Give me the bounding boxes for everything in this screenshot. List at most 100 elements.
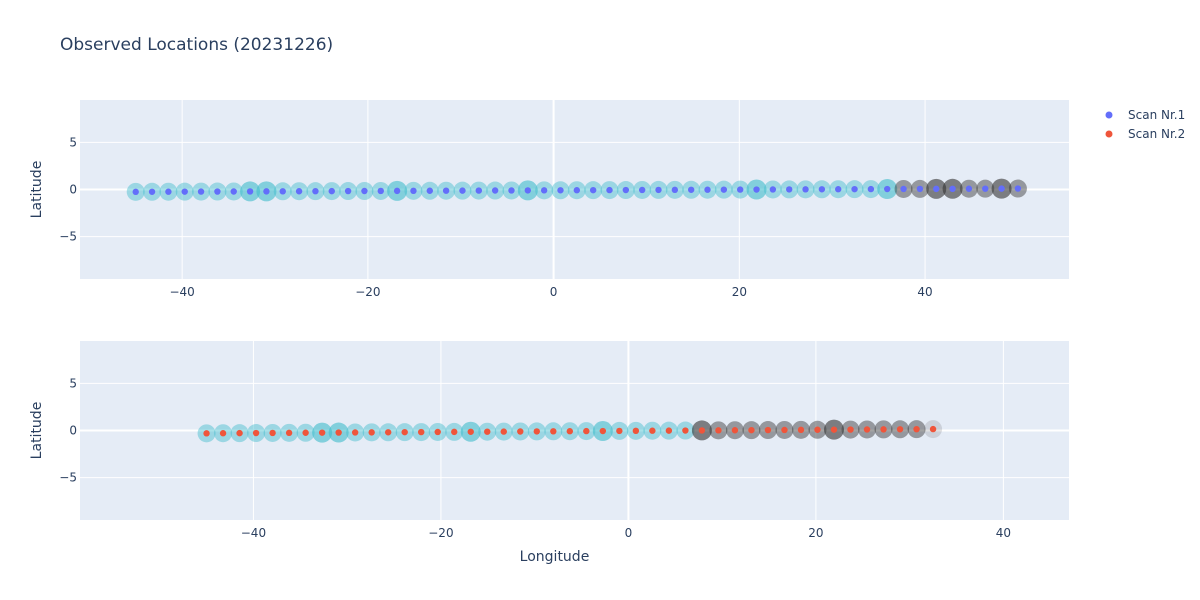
data-point[interactable] <box>933 185 940 193</box>
data-point[interactable] <box>573 187 581 194</box>
data-point[interactable] <box>393 187 401 195</box>
data-point[interactable] <box>863 426 871 433</box>
data-point[interactable] <box>622 186 630 194</box>
data-point[interactable] <box>491 187 499 194</box>
data-point[interactable] <box>632 427 640 435</box>
data-point[interactable] <box>165 188 172 195</box>
data-point[interactable] <box>181 188 188 195</box>
data-point[interactable] <box>263 188 270 195</box>
data-point[interactable] <box>649 427 656 434</box>
data-point[interactable] <box>884 185 891 193</box>
data-point[interactable] <box>368 429 375 436</box>
data-point[interactable] <box>753 186 760 193</box>
legend-item-scan-2[interactable]: Scan Nr.2 <box>1105 127 1186 141</box>
data-point[interactable] <box>998 185 1005 192</box>
data-point[interactable] <box>508 187 515 194</box>
data-point[interactable] <box>589 186 597 194</box>
data-point[interactable] <box>524 187 532 194</box>
data-point[interactable] <box>949 185 956 193</box>
data-point[interactable] <box>269 429 276 437</box>
legend-item-scan-1[interactable]: Scan Nr.1 <box>1105 108 1186 122</box>
data-point[interactable] <box>731 427 739 434</box>
data-point[interactable] <box>682 427 689 434</box>
data-point[interactable] <box>236 429 243 437</box>
data-point[interactable] <box>655 186 662 194</box>
data-point[interactable] <box>616 427 623 435</box>
data-point[interactable] <box>410 187 417 195</box>
data-point[interactable] <box>764 426 772 434</box>
data-point[interactable] <box>1014 185 1022 192</box>
data-point[interactable] <box>583 427 590 435</box>
data-point[interactable] <box>830 426 838 433</box>
data-point[interactable] <box>335 429 342 436</box>
data-point[interactable] <box>867 185 875 193</box>
data-point[interactable] <box>500 428 507 435</box>
data-point[interactable] <box>847 426 854 433</box>
data-point[interactable] <box>913 425 920 433</box>
data-point[interactable] <box>252 429 260 437</box>
data-point[interactable] <box>715 427 722 434</box>
data-point[interactable] <box>769 186 777 193</box>
data-point[interactable] <box>377 187 384 195</box>
data-point[interactable] <box>214 188 221 195</box>
data-point[interactable] <box>786 186 793 193</box>
data-point[interactable] <box>599 427 607 435</box>
data-point[interactable] <box>916 185 924 193</box>
data-point[interactable] <box>606 186 613 194</box>
data-point[interactable] <box>418 428 425 436</box>
data-point[interactable] <box>295 188 303 195</box>
data-point[interactable] <box>965 185 973 192</box>
data-point[interactable] <box>279 188 286 195</box>
data-point[interactable] <box>665 427 673 434</box>
data-point[interactable] <box>533 428 540 435</box>
data-point[interactable] <box>318 429 326 436</box>
data-point[interactable] <box>148 188 156 195</box>
data-point[interactable] <box>736 186 744 193</box>
data-point[interactable] <box>550 428 557 435</box>
data-point[interactable] <box>687 186 695 193</box>
data-point[interactable] <box>851 185 858 193</box>
data-point[interactable] <box>384 429 392 436</box>
data-point[interactable] <box>797 426 805 434</box>
data-point[interactable] <box>328 187 335 195</box>
data-point[interactable] <box>814 426 821 433</box>
data-point[interactable] <box>246 188 254 195</box>
data-point[interactable] <box>517 428 524 435</box>
data-point[interactable] <box>434 428 441 436</box>
data-point[interactable] <box>361 187 368 195</box>
data-point[interactable] <box>459 187 466 194</box>
data-point[interactable] <box>351 429 359 436</box>
data-point[interactable] <box>671 186 679 194</box>
data-point[interactable] <box>704 186 711 193</box>
data-point[interactable] <box>475 187 482 194</box>
data-point[interactable] <box>540 187 548 194</box>
data-point[interactable] <box>896 426 904 433</box>
data-point[interactable] <box>638 186 646 194</box>
data-point[interactable] <box>467 428 474 435</box>
data-point[interactable] <box>818 186 826 193</box>
data-point[interactable] <box>557 187 564 194</box>
data-point[interactable] <box>781 426 788 434</box>
data-point[interactable] <box>312 187 319 195</box>
data-point[interactable] <box>484 428 491 435</box>
data-point[interactable] <box>401 428 408 436</box>
data-point[interactable] <box>835 186 842 193</box>
data-point[interactable] <box>197 188 205 195</box>
data-point[interactable] <box>451 428 458 436</box>
data-point[interactable] <box>982 185 989 192</box>
data-point[interactable] <box>720 186 728 193</box>
data-point[interactable] <box>344 187 352 195</box>
data-point[interactable] <box>929 425 937 433</box>
data-point[interactable] <box>230 188 237 195</box>
data-point[interactable] <box>900 185 907 193</box>
data-point[interactable] <box>285 429 293 437</box>
data-point[interactable] <box>698 427 706 434</box>
data-point[interactable] <box>748 426 755 434</box>
data-point[interactable] <box>802 186 809 193</box>
data-point[interactable] <box>426 187 433 194</box>
data-point[interactable] <box>302 429 309 436</box>
data-point[interactable] <box>442 187 450 194</box>
data-point[interactable] <box>132 188 139 196</box>
data-point[interactable] <box>203 430 210 437</box>
data-point[interactable] <box>880 426 887 433</box>
